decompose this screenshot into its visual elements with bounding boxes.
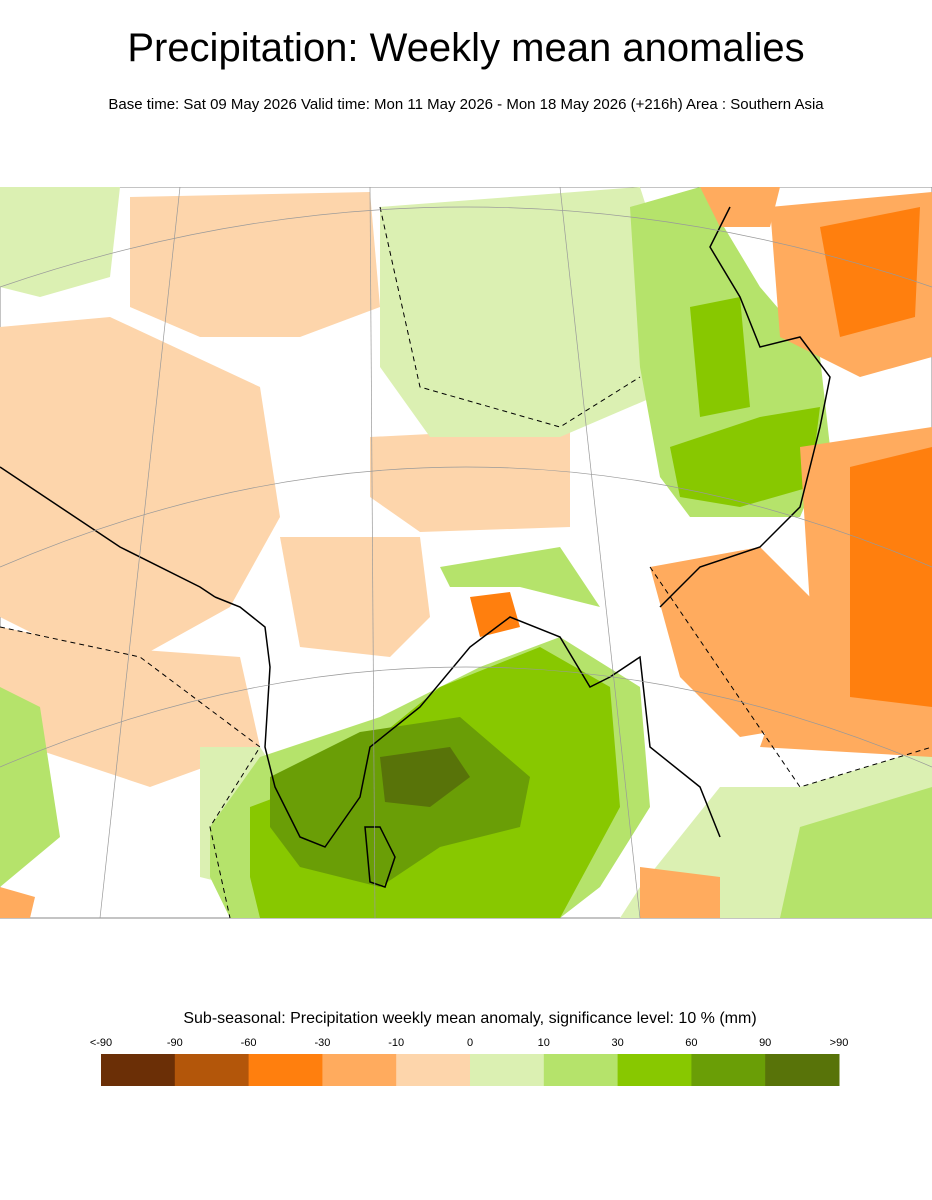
legend-swatch [543, 1054, 619, 1086]
legend-label: 90 [759, 1037, 771, 1049]
legend-swatch [248, 1054, 323, 1086]
legend-label: <-90 [90, 1037, 112, 1049]
legend-label: 0 [467, 1037, 473, 1049]
map [0, 187, 932, 919]
legend-swatch [617, 1054, 692, 1086]
legend-swatch [765, 1054, 840, 1086]
legend-label: -10 [388, 1037, 404, 1049]
legend-label: 30 [611, 1037, 623, 1049]
subtitle: Base time: Sat 09 May 2026 Valid time: M… [108, 96, 824, 113]
legend-label: >90 [830, 1037, 849, 1049]
legend-swatch [322, 1054, 397, 1086]
legend-label: 60 [685, 1037, 697, 1049]
legend-label: -60 [241, 1037, 257, 1049]
legend-label: -90 [167, 1037, 183, 1049]
legend-swatch [396, 1054, 471, 1086]
legend-swatch [691, 1054, 766, 1086]
legend-title: Sub-seasonal: Precipitation weekly mean … [183, 1010, 757, 1027]
legend-label: -30 [314, 1037, 330, 1049]
legend-swatch [470, 1054, 545, 1086]
legend-swatch [174, 1054, 250, 1086]
legend-label: 10 [538, 1037, 550, 1049]
legend-swatch [101, 1054, 176, 1086]
legend: <-90 -90 -60 -30 -10 0 10 30 60 90 >90 [90, 1037, 849, 1086]
title: Precipitation: Weekly mean anomalies [127, 26, 805, 70]
